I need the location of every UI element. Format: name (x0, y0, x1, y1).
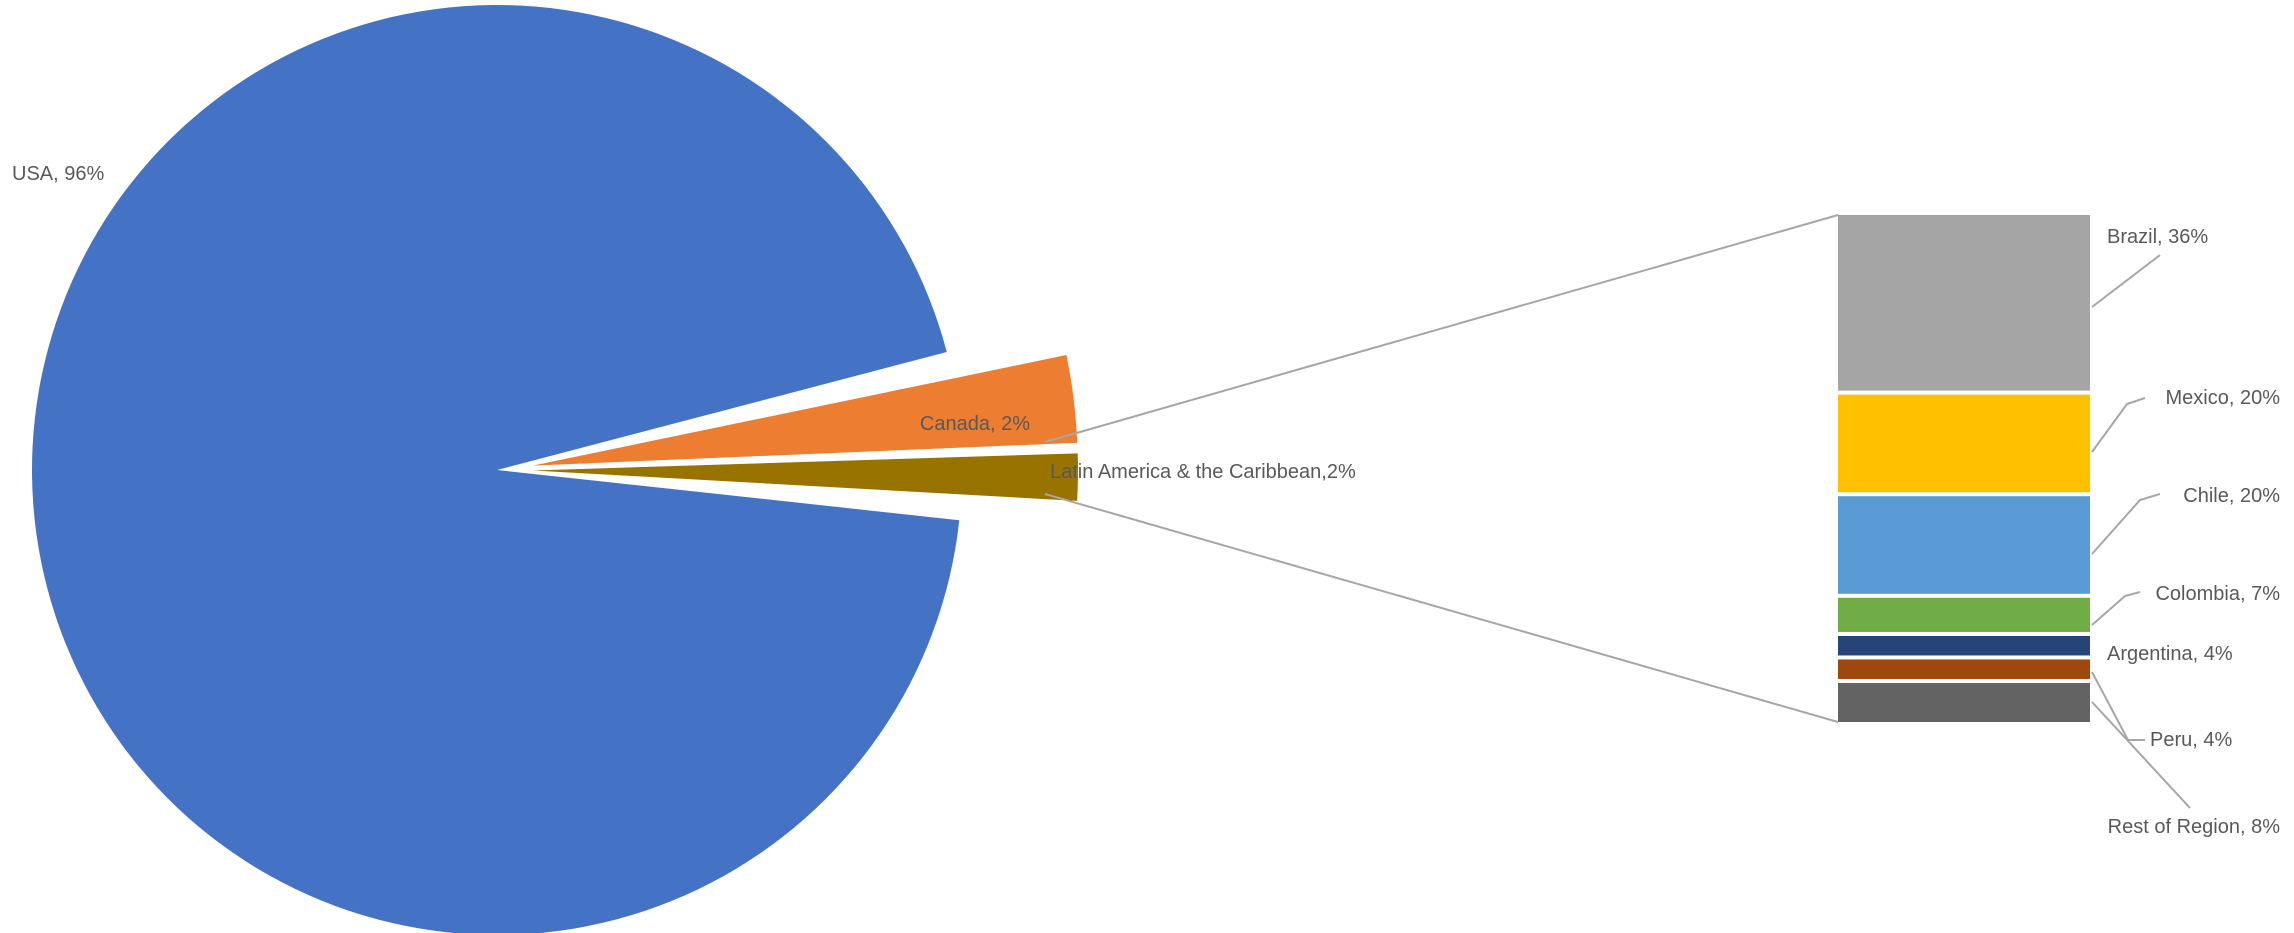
leader-line-rest-of-region (2091, 701, 2191, 809)
bar-label-peru: Peru, 4% (2150, 729, 2232, 751)
connector-line-top (1044, 214, 1839, 443)
bar-segment-colombia (1838, 597, 2090, 632)
bar-label-chile: Chile, 20% (2183, 485, 2280, 507)
bar-label-mexico: Mexico, 20% (2166, 387, 2281, 409)
leader-line-mexico (2091, 397, 2146, 453)
bar-segment-mexico (1838, 394, 2090, 493)
pie-slice-canada (532, 355, 1078, 466)
pie-slice-latin-america-the-caribbean (532, 453, 1078, 501)
bar-segment-brazil (1838, 215, 2090, 391)
leader-line-colombia (2091, 591, 2141, 626)
bar-label-rest-of-region: Rest of Region, 8% (2108, 816, 2281, 838)
leader-line-chile (2091, 493, 2161, 555)
connector-line-bottom (1044, 493, 1839, 723)
pie-slice-usa (32, 5, 960, 933)
bar-segment-chile (1838, 496, 2090, 594)
bar-label-brazil: Brazil, 36% (2107, 226, 2208, 248)
leader-line-brazil (2091, 254, 2161, 308)
pie-label-canada: Canada, 2% (920, 413, 1030, 435)
bar-label-colombia: Colombia, 7% (2155, 583, 2280, 605)
data-labels: USA, 96% Canada, 2% Latin America & the Ca… (12, 163, 2280, 838)
pie-label-usa: USA, 96% (12, 163, 104, 185)
bar-label-argentina: Argentina, 4% (2107, 643, 2233, 665)
connector-lines (1044, 214, 1839, 723)
bar-segment-rest-of-region (1838, 682, 2090, 722)
breakdown-bar (1838, 215, 2090, 722)
pie-label-latin-america-the-caribbean: Latin America & the Caribbean,2% (1050, 461, 1356, 483)
bar-segment-argentina (1838, 635, 2090, 656)
pie-chart (32, 5, 1078, 933)
bar-segment-peru (1838, 659, 2090, 679)
